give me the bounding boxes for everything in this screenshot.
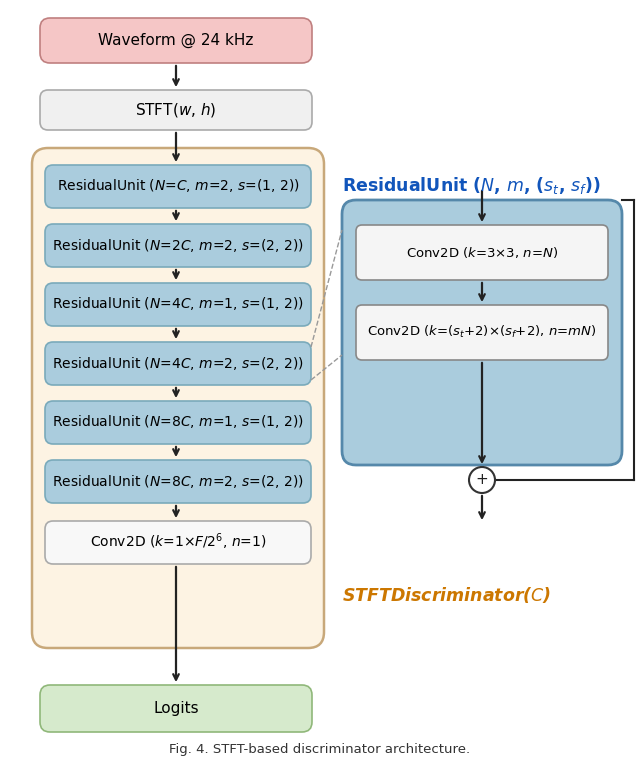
Text: Logits: Logits <box>153 701 199 715</box>
Text: STFT($w$, $h$): STFT($w$, $h$) <box>135 101 217 119</box>
Text: ResidualUnit ($N$=4$C$, $m$=2, $s$=(2, 2)): ResidualUnit ($N$=4$C$, $m$=2, $s$=(2, 2… <box>52 355 304 371</box>
Text: Conv2D ($k$=1$\times$$F$/2$^6$, $n$=1): Conv2D ($k$=1$\times$$F$/2$^6$, $n$=1) <box>90 531 266 552</box>
FancyBboxPatch shape <box>32 148 324 648</box>
Text: ResidualUnit ($N$=8$C$, $m$=2, $s$=(2, 2)): ResidualUnit ($N$=8$C$, $m$=2, $s$=(2, 2… <box>52 472 304 490</box>
FancyBboxPatch shape <box>45 521 311 564</box>
Text: Fig. 4. STFT-based discriminator architecture.: Fig. 4. STFT-based discriminator archite… <box>170 744 470 757</box>
Text: Waveform @ 24 kHz: Waveform @ 24 kHz <box>99 32 253 48</box>
FancyBboxPatch shape <box>45 342 311 385</box>
FancyBboxPatch shape <box>40 685 312 732</box>
Text: ResidualUnit ($N$=2$C$, $m$=2, $s$=(2, 2)): ResidualUnit ($N$=2$C$, $m$=2, $s$=(2, 2… <box>52 237 304 254</box>
FancyBboxPatch shape <box>45 224 311 267</box>
FancyBboxPatch shape <box>40 90 312 130</box>
Text: ResidualUnit ($N$=4$C$, $m$=1, $s$=(1, 2)): ResidualUnit ($N$=4$C$, $m$=1, $s$=(1, 2… <box>52 295 304 312</box>
Circle shape <box>469 467 495 493</box>
FancyBboxPatch shape <box>40 18 312 63</box>
FancyBboxPatch shape <box>45 460 311 503</box>
Text: STFTDiscriminator($C$): STFTDiscriminator($C$) <box>342 585 551 605</box>
Text: ResidualUnit ($N$=$C$, $m$=2, $s$=(1, 2)): ResidualUnit ($N$=$C$, $m$=2, $s$=(1, 2)… <box>56 178 300 195</box>
FancyBboxPatch shape <box>45 283 311 326</box>
Text: ResidualUnit ($N$, $m$, ($s_t$, $s_f$)): ResidualUnit ($N$, $m$, ($s_t$, $s_f$)) <box>342 175 601 195</box>
FancyBboxPatch shape <box>45 165 311 208</box>
Text: Conv2D ($k$=($s_t$+2)$\times$($s_f$+2), $n$=$m$$N$): Conv2D ($k$=($s_t$+2)$\times$($s_f$+2), … <box>367 324 596 340</box>
FancyBboxPatch shape <box>356 225 608 280</box>
Text: ResidualUnit ($N$=8$C$, $m$=1, $s$=(1, 2)): ResidualUnit ($N$=8$C$, $m$=1, $s$=(1, 2… <box>52 414 304 431</box>
FancyBboxPatch shape <box>342 200 622 465</box>
Text: +: + <box>476 472 488 488</box>
FancyBboxPatch shape <box>45 401 311 444</box>
Text: Conv2D ($k$=3$\times$3, $n$=$N$): Conv2D ($k$=3$\times$3, $n$=$N$) <box>406 245 558 259</box>
FancyBboxPatch shape <box>356 305 608 360</box>
